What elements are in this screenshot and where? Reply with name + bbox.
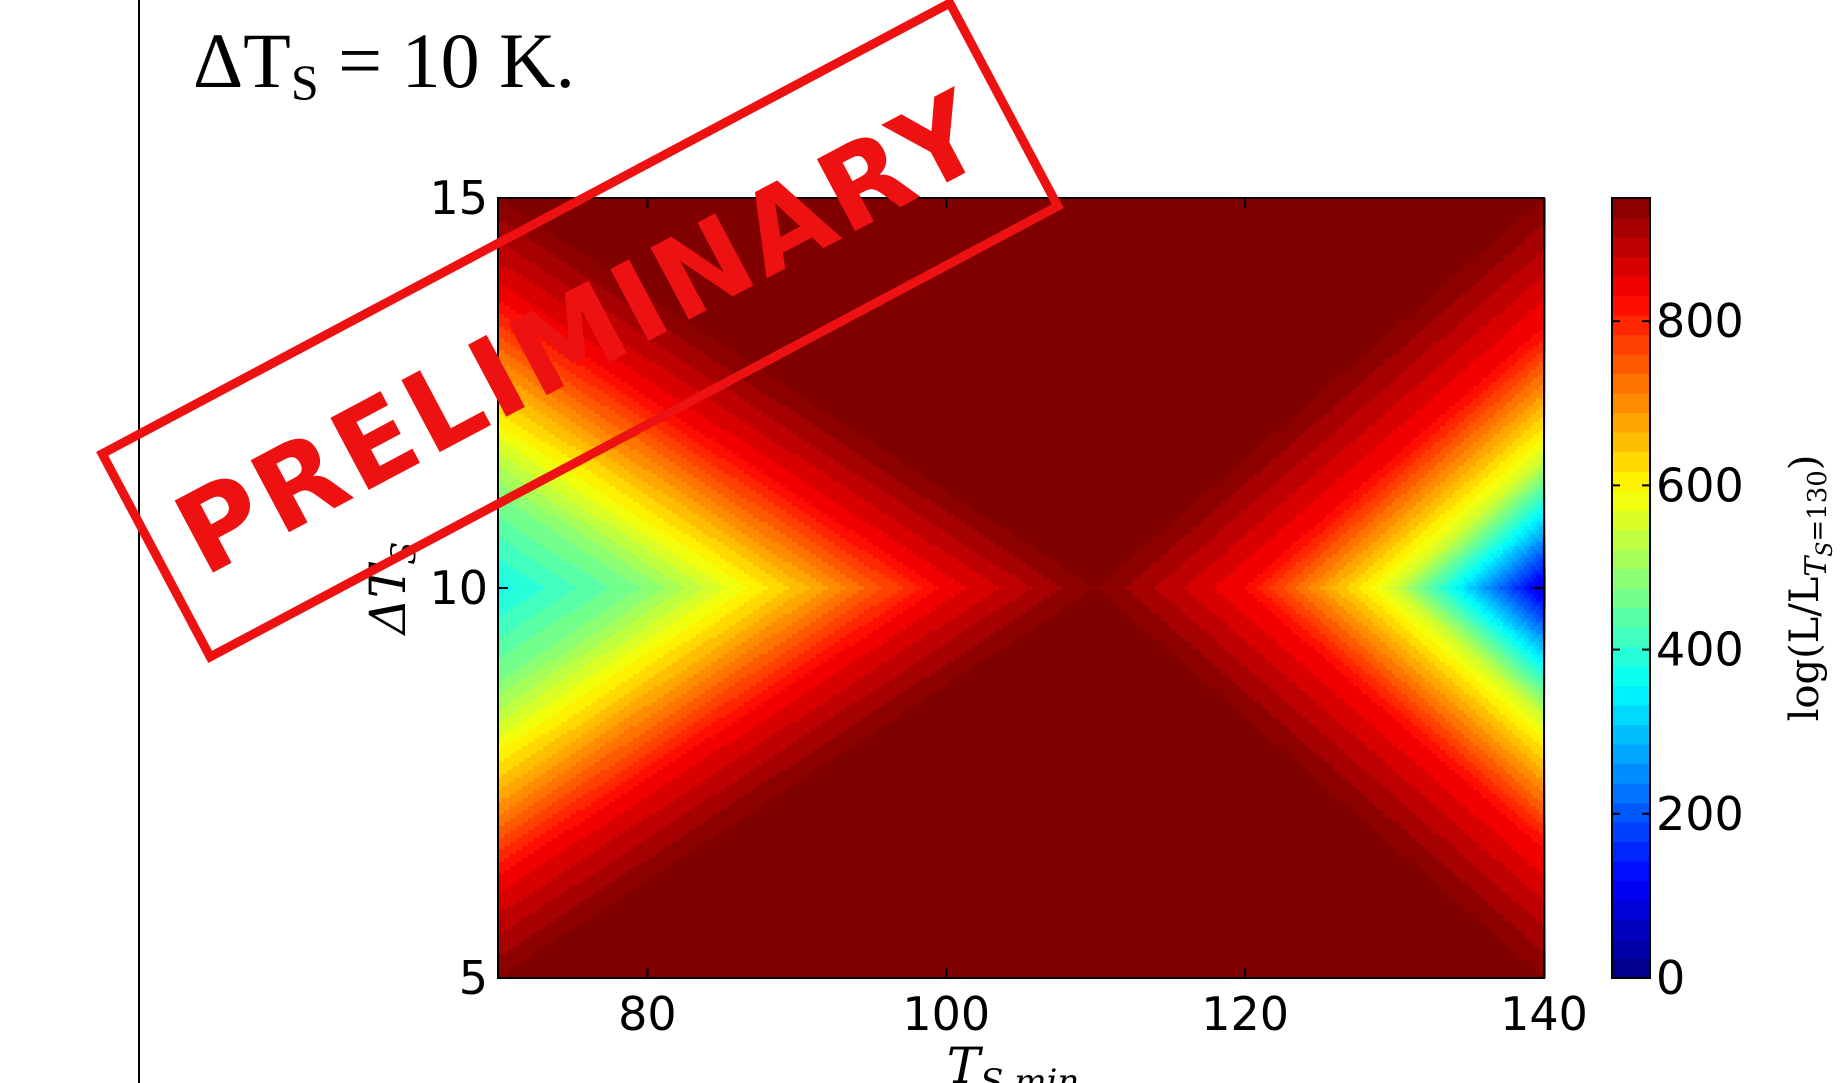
heatmap-cells [498,198,1546,979]
